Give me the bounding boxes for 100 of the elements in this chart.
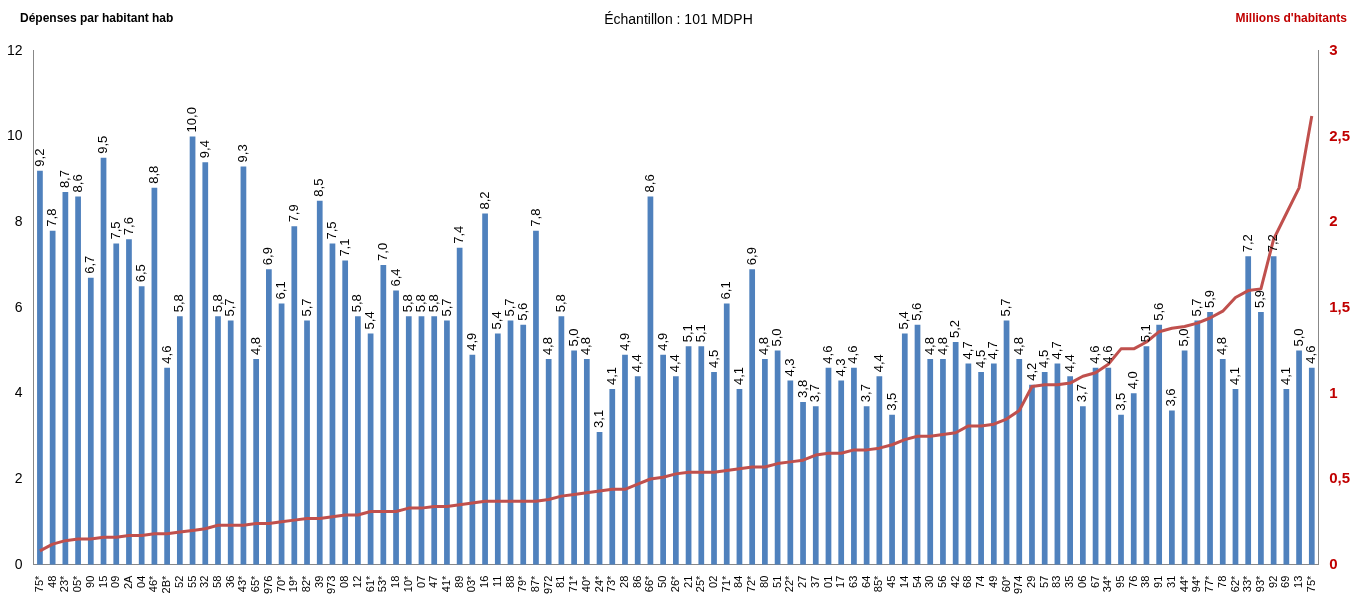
bar: [304, 320, 310, 565]
x-tick-label: 60*: [999, 574, 1012, 593]
x-tick-label: 2B*: [160, 574, 173, 594]
x-tick-label: 02: [707, 575, 720, 588]
data-label: 3,6: [1163, 388, 1179, 407]
bar: [634, 376, 641, 565]
data-label: 4,1: [731, 367, 747, 386]
x-tick-label: 28: [618, 575, 631, 588]
x-tick-label: 37: [808, 575, 821, 588]
x-tick-label: 41*: [439, 574, 452, 593]
data-label: 6,4: [387, 268, 403, 287]
data-label: 5,8: [552, 294, 568, 313]
x-tick-label: 35: [1063, 575, 1076, 588]
bar: [851, 367, 857, 565]
x-tick-label: 75*: [32, 574, 45, 593]
bar: [1079, 406, 1086, 565]
data-label: 5,0: [1290, 328, 1306, 347]
y2-tick-label: 3: [1329, 40, 1338, 58]
bar: [901, 333, 908, 565]
y-tick-label: 8: [14, 212, 23, 229]
data-label: 9,4: [196, 140, 212, 159]
y2-tick-label: 1,5: [1329, 297, 1351, 315]
x-tick-label: 63: [846, 575, 859, 588]
data-label: 9,5: [95, 135, 111, 154]
bar: [978, 371, 984, 565]
y-tick-label: 2: [14, 469, 23, 486]
bar: [126, 239, 132, 565]
data-label: 4,3: [781, 358, 797, 377]
bar: [660, 354, 666, 565]
data-label: 5,8: [171, 294, 187, 313]
bar: [749, 269, 756, 565]
x-tick-label: 71*: [719, 574, 732, 593]
x-tick-label: 27: [796, 575, 809, 588]
y2-tick-label: 0,5: [1329, 469, 1351, 487]
x-tick-label: 91: [1152, 575, 1165, 588]
chart-title: Échantillon : 101 MDPH: [604, 11, 753, 28]
y-tick-label: 0: [14, 555, 23, 572]
bar: [1283, 389, 1290, 565]
x-tick-label: 2A: [121, 575, 134, 590]
bar: [253, 359, 260, 565]
data-label: 5,7: [298, 298, 314, 317]
x-tick-label: 95: [1114, 575, 1127, 588]
x-tick-label: 57: [1037, 575, 1050, 588]
bar: [431, 316, 438, 565]
bar: [215, 316, 221, 565]
data-label: 5,6: [1150, 302, 1166, 321]
data-label: 4,7: [985, 341, 1001, 360]
x-tick-label: 39: [312, 575, 325, 588]
bar: [812, 406, 819, 565]
bar: [291, 226, 298, 565]
x-tick-label: 69: [1279, 575, 1292, 588]
bar: [1067, 376, 1073, 565]
x-tick-label: 34*: [1101, 574, 1114, 593]
data-label: 4,0: [1125, 371, 1141, 390]
x-tick-label: 58: [211, 575, 224, 588]
bar: [342, 260, 349, 565]
bar: [927, 359, 934, 565]
x-tick-label: 976: [261, 575, 274, 595]
bar: [1041, 371, 1048, 565]
bar: [622, 354, 628, 565]
data-label: 10,0: [184, 107, 200, 133]
data-label: 5,6: [909, 302, 925, 321]
y-tick-label: 6: [14, 298, 23, 315]
x-tick-label: 78: [1215, 575, 1228, 588]
data-label: 4,6: [158, 345, 174, 364]
bar: [87, 277, 94, 565]
bar: [838, 380, 845, 565]
x-tick-label: 03*: [465, 574, 478, 593]
data-label: 6,9: [743, 247, 759, 266]
data-label: 7,0: [374, 242, 390, 261]
x-tick-label: 93*: [1253, 574, 1266, 593]
x-tick-label: 09: [109, 575, 122, 588]
x-tick-label: 74: [974, 575, 987, 588]
x-tick-label: 50: [656, 575, 669, 588]
x-tick-label: 15: [96, 575, 109, 588]
x-tick-label: 40*: [579, 574, 592, 593]
x-tick-label: 64: [859, 575, 872, 588]
bar: [1245, 256, 1252, 565]
x-tick-label: 05*: [71, 574, 84, 593]
bar: [533, 230, 539, 565]
x-tick-label: 21: [681, 575, 694, 588]
data-label: 6,5: [133, 264, 149, 283]
data-label: 4,8: [578, 337, 594, 356]
bar: [1105, 367, 1112, 565]
data-label: 5,0: [565, 328, 581, 347]
bar: [698, 346, 705, 565]
x-tick-label: 75*: [1304, 574, 1317, 593]
data-label: 8,5: [311, 178, 327, 197]
x-tick-label: 31: [1164, 575, 1177, 588]
data-label: 4,1: [603, 367, 619, 386]
x-tick-label: 80: [757, 575, 770, 588]
x-tick-label: 48: [45, 575, 58, 588]
x-tick-label: 46*: [147, 574, 160, 593]
bar: [673, 376, 679, 565]
y-tick-label: 4: [14, 384, 23, 401]
x-tick-label: 51: [770, 575, 783, 588]
bar: [380, 264, 387, 565]
data-label: 3,7: [858, 384, 874, 403]
data-label: 4,7: [959, 341, 975, 360]
x-tick-label: 77*: [1203, 574, 1216, 593]
